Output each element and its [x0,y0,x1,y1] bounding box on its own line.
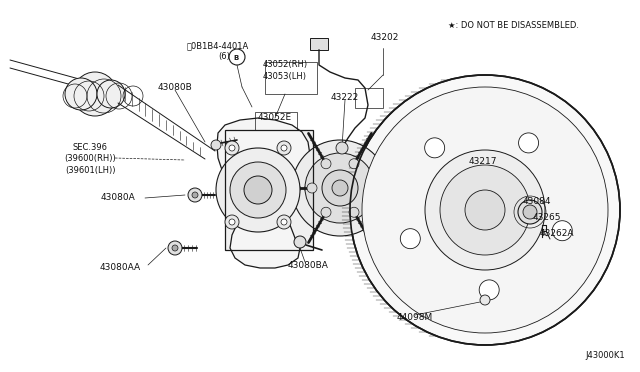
Circle shape [400,229,420,248]
Circle shape [97,80,125,108]
Circle shape [305,153,375,223]
Text: 44098M: 44098M [397,314,433,323]
Text: J43000K1: J43000K1 [586,350,625,359]
Text: ★: DO NOT BE DISASSEMBLED.: ★: DO NOT BE DISASSEMBLED. [448,20,579,29]
Text: 43222: 43222 [331,93,359,103]
Text: 43053(LH): 43053(LH) [263,71,307,80]
Text: 43217: 43217 [468,157,497,167]
Circle shape [225,215,239,229]
Circle shape [480,295,490,305]
Circle shape [322,170,358,206]
Text: 43202: 43202 [371,33,399,42]
Bar [355,88,383,108]
Bar [265,62,317,94]
Bar [225,130,313,250]
Circle shape [307,183,317,193]
Circle shape [244,176,272,204]
Bar [310,38,328,50]
Circle shape [479,280,499,300]
Bar [225,130,313,250]
Text: SEC.396: SEC.396 [72,144,108,153]
Circle shape [281,219,287,225]
Circle shape [230,162,286,218]
Text: 43080A: 43080A [100,193,136,202]
Circle shape [65,78,97,110]
Circle shape [425,150,545,270]
Circle shape [277,215,291,229]
Circle shape [192,192,198,198]
Text: 43080AA: 43080AA [99,263,141,273]
Circle shape [294,236,306,248]
Text: 0B1B4-4401A: 0B1B4-4401A [187,42,249,51]
Text: 43052(RH): 43052(RH) [262,61,308,70]
Circle shape [523,205,537,219]
Circle shape [321,207,331,217]
Circle shape [168,241,182,255]
Text: 43080B: 43080B [157,83,193,93]
Polygon shape [217,118,310,268]
Circle shape [440,165,530,255]
Circle shape [229,49,245,65]
Circle shape [425,138,445,158]
Bar [255,112,297,130]
Circle shape [362,87,608,333]
Circle shape [211,140,221,150]
Text: 43084: 43084 [523,198,551,206]
Text: 43052E: 43052E [258,113,292,122]
Circle shape [225,141,239,155]
Circle shape [292,140,388,236]
Text: 43265: 43265 [532,214,561,222]
Circle shape [518,200,542,224]
Circle shape [281,145,287,151]
Circle shape [332,180,348,196]
Circle shape [277,141,291,155]
Circle shape [518,133,539,153]
Text: (39600(RH)): (39600(RH)) [64,154,116,164]
Circle shape [552,221,572,241]
Text: (39601(LH)): (39601(LH)) [65,166,115,174]
Text: 43080BA: 43080BA [287,260,328,269]
Circle shape [172,245,178,251]
Text: B: B [234,55,239,61]
Text: 43262A: 43262A [540,230,574,238]
Circle shape [465,190,505,230]
Circle shape [336,142,348,154]
Circle shape [350,75,620,345]
Circle shape [321,159,331,169]
Text: (6): (6) [218,51,230,61]
Circle shape [188,188,202,202]
Circle shape [349,159,359,169]
Circle shape [216,148,300,232]
Circle shape [73,72,117,116]
Circle shape [229,219,235,225]
Circle shape [349,207,359,217]
Circle shape [229,145,235,151]
